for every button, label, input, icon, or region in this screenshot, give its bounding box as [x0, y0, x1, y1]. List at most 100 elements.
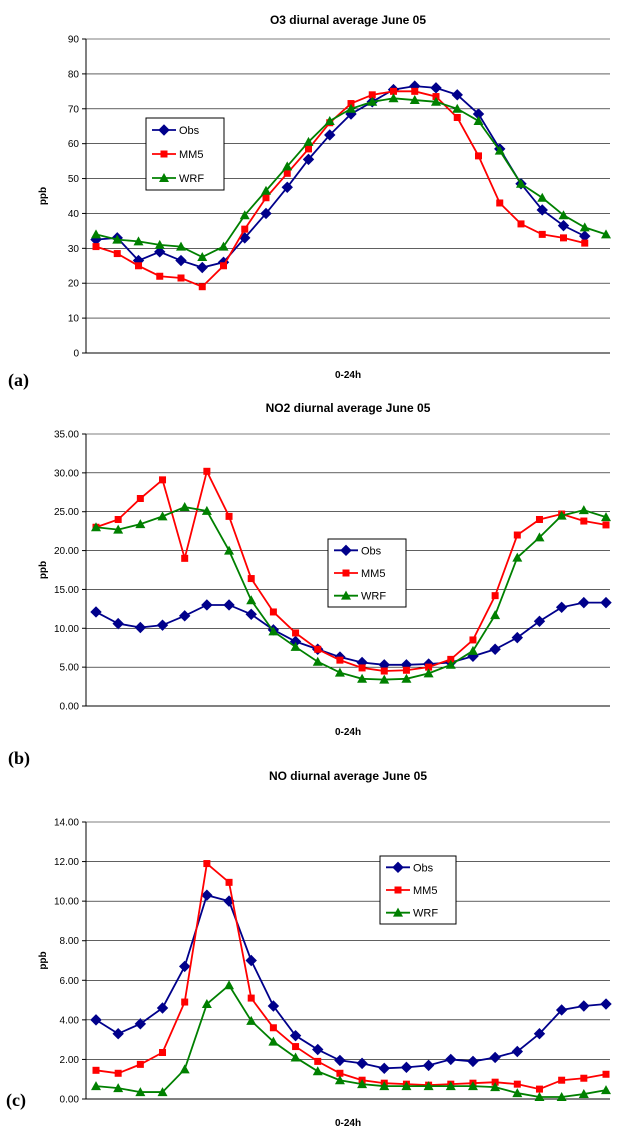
data-point-mm5	[390, 87, 397, 95]
data-point-wrf	[346, 103, 356, 113]
data-point-wrf	[113, 524, 124, 534]
data-point-obs	[533, 1028, 546, 1040]
data-point-mm5	[225, 878, 233, 886]
y-axis-label: ppb	[38, 951, 49, 969]
legend: Obs MM5 WRF	[379, 855, 457, 925]
data-point-wrf	[312, 1066, 323, 1076]
y-axis-label: ppb	[38, 561, 49, 579]
data-point-mm5	[159, 476, 167, 484]
legend-label-mm5: MM5	[179, 149, 203, 161]
data-point-wrf	[467, 645, 478, 655]
panel-label: (b)	[8, 748, 30, 769]
data-point-mm5	[347, 100, 355, 108]
data-point-wrf	[135, 519, 146, 529]
data-point-mm5	[241, 225, 249, 233]
data-point-obs	[324, 129, 336, 141]
legend-label-wrf: WRF	[179, 173, 204, 185]
x-axis-label: 0-24h	[335, 1118, 361, 1129]
data-point-wrf	[431, 96, 441, 106]
data-point-mm5	[92, 1066, 100, 1074]
data-point-obs	[156, 1002, 169, 1014]
data-point-wrf	[312, 656, 323, 666]
data-point-obs	[245, 608, 257, 621]
data-point-wrf	[578, 1089, 589, 1099]
data-point-mm5	[159, 1049, 167, 1057]
data-point-wrf	[246, 595, 257, 605]
y-tick-label: 10	[68, 314, 80, 325]
data-point-wrf	[379, 674, 390, 684]
y-tick-label: 8.00	[60, 936, 80, 947]
data-point-wrf	[334, 1075, 345, 1085]
data-point-mm5	[336, 656, 344, 664]
data-point-mm5	[262, 194, 270, 202]
data-point-obs	[511, 631, 524, 644]
data-point-wrf	[601, 1085, 611, 1095]
y-tick-label: 25.00	[54, 507, 79, 518]
y-tick-label: 20	[68, 279, 80, 290]
y-tick-label: 30	[68, 244, 80, 255]
data-point-wrf	[534, 532, 545, 542]
data-point-mm5	[580, 1074, 588, 1082]
data-point-wrf	[579, 222, 590, 232]
data-point-wrf	[154, 239, 165, 249]
data-point-wrf	[467, 1081, 478, 1091]
data-point-obs	[400, 1061, 413, 1074]
data-point-mm5	[358, 664, 366, 672]
data-point-obs	[467, 1055, 479, 1068]
data-point-obs	[445, 1053, 457, 1066]
data-point-mm5	[402, 666, 410, 674]
data-point-wrf	[516, 178, 526, 188]
data-point-obs	[378, 1062, 390, 1075]
data-point-mm5	[535, 515, 543, 523]
data-point-obs	[178, 960, 191, 973]
x-axis-label: 0-24h	[335, 370, 361, 381]
data-point-obs	[555, 1004, 568, 1016]
data-point-mm5	[225, 512, 233, 520]
legend-label-wrf: WRF	[413, 908, 438, 920]
data-point-obs	[356, 1057, 368, 1070]
legend-marker-mm5	[342, 569, 350, 577]
legend-label-obs: Obs	[413, 862, 434, 874]
data-point-mm5	[314, 1057, 322, 1065]
legend-marker-mm5	[394, 886, 402, 894]
data-point-obs	[489, 1051, 501, 1064]
data-point-mm5	[247, 575, 255, 583]
data-point-mm5	[513, 1080, 521, 1088]
y-tick-label: 10.00	[54, 897, 79, 908]
data-point-mm5	[292, 1043, 300, 1051]
legend-label-obs: Obs	[361, 545, 382, 557]
legend-label-obs: Obs	[179, 125, 200, 137]
series-line-mm5	[95, 90, 585, 288]
data-point-wrf	[290, 641, 301, 651]
data-point-wrf	[423, 1081, 434, 1091]
data-point-wrf	[556, 510, 567, 520]
data-point-mm5	[368, 91, 376, 99]
data-point-mm5	[602, 521, 610, 529]
series-wrf	[91, 93, 611, 262]
y-tick-label: 0.00	[60, 1095, 80, 1106]
data-point-obs	[451, 89, 463, 101]
data-point-wrf	[201, 999, 212, 1009]
data-point-mm5	[181, 998, 189, 1006]
data-point-mm5	[203, 860, 211, 868]
data-point-mm5	[247, 994, 255, 1002]
data-point-mm5	[475, 152, 482, 160]
data-point-wrf	[401, 1081, 412, 1091]
data-point-mm5	[558, 1076, 566, 1084]
legend: Obs MM5 WRF	[327, 538, 407, 608]
y-tick-label: 90	[68, 35, 80, 46]
series-obs	[90, 889, 612, 1075]
data-point-obs	[557, 219, 570, 232]
data-point-wrf	[379, 1081, 390, 1091]
data-point-obs	[302, 153, 315, 166]
data-point-mm5	[513, 531, 521, 539]
data-point-mm5	[560, 234, 567, 242]
data-point-obs	[134, 621, 147, 634]
data-point-wrf	[512, 1088, 523, 1098]
chart-panel-1: NO2 diurnal average June 05 0.00 5.00 10.00…	[8, 401, 612, 769]
data-point-mm5	[177, 274, 185, 282]
legend-label-mm5: MM5	[413, 885, 437, 897]
data-point-obs	[281, 181, 293, 193]
series-line-obs	[95, 894, 607, 1070]
data-point-obs	[334, 1054, 346, 1067]
